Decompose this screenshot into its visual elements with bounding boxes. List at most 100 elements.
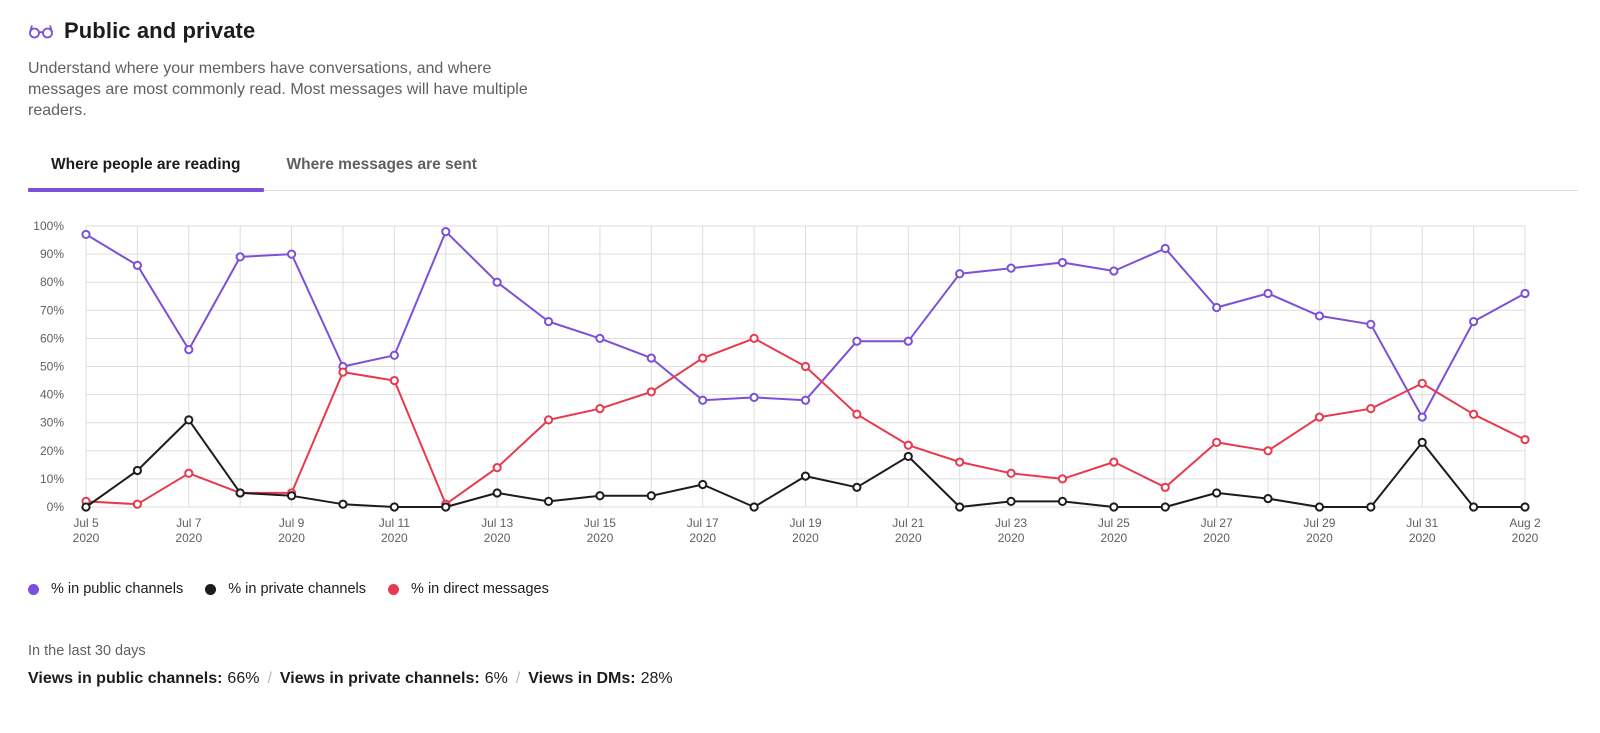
data-point-private [1520,502,1530,512]
y-tick-label: 0% [47,500,65,514]
data-point-private [903,451,913,462]
x-tick-year-label: 2020 [1203,531,1230,545]
summary-period: In the last 30 days [28,643,146,659]
data-point-public [1212,302,1222,313]
data-point-dm [1314,412,1325,422]
data-point-dm [800,361,811,372]
data-point-private [235,488,245,498]
x-tick-label: Jul 21 [892,516,924,530]
data-point-public [1520,288,1530,299]
data-point-public [1057,257,1068,268]
data-point-dm [1212,437,1222,447]
data-point-private [646,491,656,501]
summary-dm-label: Views in DMs: [528,670,636,687]
y-tick-label: 30% [40,416,64,430]
data-point-dm [492,463,502,473]
data-point-public [286,249,297,259]
data-point-public [235,252,245,262]
x-tick-year-label: 2020 [73,531,100,545]
x-tick-year-label: 2020 [689,531,716,545]
data-point-public [132,260,142,270]
x-tick-year-label: 2020 [381,531,408,545]
data-point-public [595,333,605,343]
page-description: Understand where your members have conve… [28,60,528,119]
data-point-public [1160,243,1170,254]
data-point-private [1006,496,1016,506]
data-point-dm [389,375,399,386]
data-point-public [184,345,194,355]
summary-separator: / [267,670,272,687]
data-point-dm [955,457,965,467]
data-point-public [441,227,451,237]
data-point-private [1263,493,1273,504]
data-point-public [749,392,759,403]
x-tick-label: Jul 31 [1406,516,1438,530]
tab-where-people-are-reading[interactable]: Where people are reading [28,146,264,192]
y-tick-label: 40% [40,388,64,402]
y-tick-label: 90% [40,247,64,261]
summary-separator: / [515,670,521,687]
data-point-private [338,499,348,509]
data-point-dm [1366,404,1376,414]
x-tick-label: Jul 19 [789,516,821,530]
data-point-dm [338,367,348,377]
data-point-public [543,316,554,327]
data-point-public [1109,266,1119,276]
x-tick-year-label: 2020 [484,531,511,545]
tab-where-messages-are-sent[interactable]: Where messages are sent [286,156,477,173]
legend-item-dm: % in direct messages [388,581,549,597]
y-tick-label: 50% [40,360,64,374]
data-point-private [1366,502,1376,512]
y-tick-label: 100% [33,219,64,233]
x-tick-label: Jul 29 [1303,516,1335,530]
summary-public-value: 66% [227,670,260,687]
data-point-dm [1417,378,1427,388]
summary-private-value: 6% [484,670,508,687]
x-tick-label: Jul 11 [379,516,410,530]
data-point-private [132,465,142,476]
x-tick-year-label: 2020 [175,531,202,545]
data-point-dm [543,415,554,425]
data-point-public [1469,316,1479,327]
data-point-public [1314,311,1325,321]
page-title: Public and private [64,18,256,43]
x-tick-year-label: 2020 [1512,531,1539,545]
data-point-public [903,336,913,346]
data-point-private [184,415,194,425]
legend-label-dm: % in direct messages [411,581,549,597]
data-point-public [646,353,656,363]
data-point-public [1366,319,1376,329]
chart-legend: % in public channels % in private channe… [28,581,571,597]
summary-public-label: Views in public channels: [28,670,223,687]
summary-stats: Views in public channels: 66% / Views in… [28,670,673,688]
data-point-private [955,502,965,512]
data-point-public [1006,263,1016,273]
x-tick-year-label: 2020 [1306,531,1333,545]
data-point-private [286,491,297,501]
y-tick-label: 60% [40,331,64,345]
x-tick-year-label: 2020 [792,531,819,545]
panel-header: Public and private [28,18,255,44]
data-point-dm [903,440,913,450]
data-point-dm [1263,446,1273,456]
x-tick-year-label: 2020 [278,531,305,545]
data-point-private [492,488,502,498]
x-tick-year-label: 2020 [895,531,922,545]
data-point-private [1469,502,1479,512]
x-tick-label: Jul 15 [584,516,616,530]
data-point-dm [1109,457,1119,467]
summary-private-label: Views in private channels: [279,670,480,687]
data-point-dm [852,409,862,419]
data-point-dm [646,387,656,397]
x-tick-label: Jul 13 [481,516,513,530]
data-point-private [1417,437,1427,447]
data-point-public [389,350,399,360]
glasses-icon [28,21,54,41]
data-point-private [81,502,91,512]
data-point-dm [698,353,708,363]
data-point-public [81,229,91,240]
x-tick-year-label: 2020 [1101,531,1128,545]
data-point-dm [1469,409,1479,419]
data-point-private [389,502,399,512]
data-point-private [1314,502,1325,512]
